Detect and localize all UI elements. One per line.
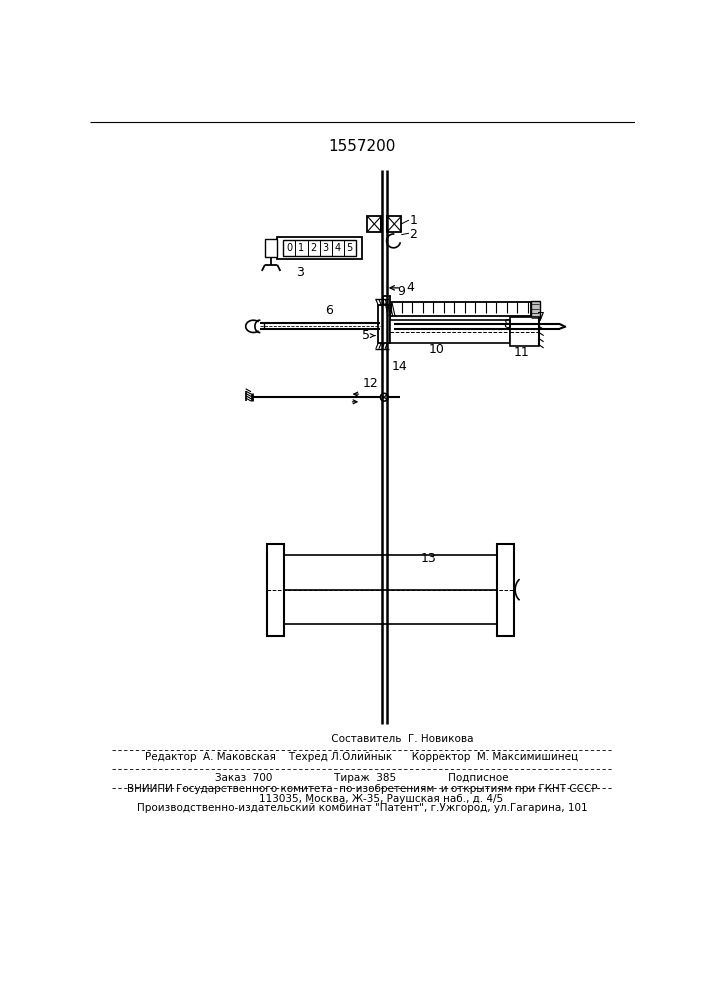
Bar xyxy=(387,216,402,232)
Bar xyxy=(530,301,540,318)
Bar xyxy=(388,302,530,316)
Text: 10: 10 xyxy=(428,343,445,356)
Text: 6: 6 xyxy=(325,304,333,317)
Bar xyxy=(390,320,510,343)
Text: 5: 5 xyxy=(346,243,353,253)
Text: 113035, Москва, Ж-35, Раушская наб., д. 4/5: 113035, Москва, Ж-35, Раушская наб., д. … xyxy=(221,794,503,804)
Text: Составитель  Г. Новикова: Составитель Г. Новикова xyxy=(250,734,474,744)
Text: 1557200: 1557200 xyxy=(328,139,396,154)
Text: 13: 13 xyxy=(421,552,437,565)
Text: Заказ  700                   Тираж  385                Подписное: Заказ 700 Тираж 385 Подписное xyxy=(215,773,509,783)
Bar xyxy=(382,296,390,322)
Bar xyxy=(265,239,277,257)
Text: 14: 14 xyxy=(392,360,407,373)
Text: 3: 3 xyxy=(296,266,304,279)
Text: 5: 5 xyxy=(362,329,370,342)
Bar xyxy=(368,216,381,232)
Bar xyxy=(277,237,362,259)
Text: 2: 2 xyxy=(409,228,417,241)
Text: 1: 1 xyxy=(409,214,417,227)
Bar xyxy=(510,317,539,346)
Text: 8: 8 xyxy=(503,318,511,331)
Text: 0: 0 xyxy=(286,243,293,253)
Text: Редактор  А. Маковская    Техред Л.Олийнык      Корректор  М. Максимишинец: Редактор А. Маковская Техред Л.Олийнык К… xyxy=(146,752,578,762)
Bar xyxy=(267,544,284,636)
Text: Производственно-издательский комбинат "Патент", г.Ужгород, ул.Гагарина, 101: Производственно-издательский комбинат "П… xyxy=(136,803,588,813)
Text: 2: 2 xyxy=(310,243,317,253)
Bar xyxy=(378,305,390,343)
Text: 4: 4 xyxy=(334,243,341,253)
Bar xyxy=(284,240,356,256)
Text: 1: 1 xyxy=(298,243,305,253)
Bar xyxy=(497,544,514,636)
Text: 7: 7 xyxy=(537,311,544,324)
Text: 12: 12 xyxy=(363,377,378,390)
Text: 9: 9 xyxy=(397,285,405,298)
Text: ВНИИПИ Государственного комитета  по изобретениям  и открытиям при ГКНТ СССР: ВНИИПИ Государственного комитета по изоб… xyxy=(127,784,597,794)
Text: 11: 11 xyxy=(513,346,530,359)
Text: 3: 3 xyxy=(322,243,329,253)
Text: 4: 4 xyxy=(407,281,414,294)
